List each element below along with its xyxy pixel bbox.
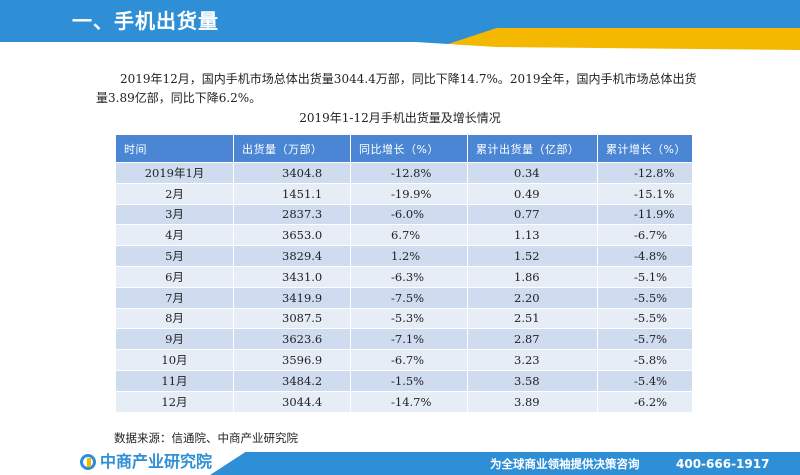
cell-cumulative-growth: -4.8% xyxy=(597,245,693,267)
cell-cumulative: 3.89 xyxy=(467,390,598,413)
cell-cumulative: 1.13 xyxy=(467,224,598,247)
cell-shipments: 3419.9 xyxy=(233,286,351,309)
cell-cumulative-growth: -5.5% xyxy=(597,286,693,309)
footer-phone: 400-666-1917 xyxy=(676,457,770,471)
cell-month: 12月 xyxy=(115,390,234,413)
col-header-cumulative-growth: 累计增长（%） xyxy=(597,134,693,163)
cell-yoy: -19.9% xyxy=(350,182,468,205)
cell-month: 10月 xyxy=(115,349,234,371)
cell-shipments: 3829.4 xyxy=(233,245,351,267)
cell-cumulative: 2.51 xyxy=(467,307,598,330)
cell-month: 3月 xyxy=(115,203,234,226)
cell-cumulative-growth: -5.7% xyxy=(597,328,693,351)
cell-shipments: 3653.0 xyxy=(233,224,351,247)
cell-shipments: 3596.9 xyxy=(233,349,351,371)
cell-cumulative: 1.86 xyxy=(467,265,598,288)
cell-month: 2月 xyxy=(115,182,234,205)
footer-slogan: 为全球商业领袖提供决策咨询 xyxy=(490,457,640,471)
logo-mark-icon xyxy=(80,454,96,470)
cell-month: 5月 xyxy=(115,245,234,267)
cell-cumulative: 2.87 xyxy=(467,328,598,351)
table-title: 2019年1-12月手机出货量及增长情况 xyxy=(299,111,501,125)
shipment-table: 时间 出货量（万部） 同比增长（%） 累计出货量（亿部） 累计增长（%） 201… xyxy=(115,134,693,413)
col-header-shipments: 出货量（万部） xyxy=(233,134,351,163)
table-row: 2月 1451.1 -19.9% 0.49 -15.1% xyxy=(115,182,693,205)
cell-month: 7月 xyxy=(115,286,234,309)
col-header-time: 时间 xyxy=(115,134,234,163)
cell-shipments: 3044.4 xyxy=(233,390,351,413)
cell-cumulative-growth: -5.1% xyxy=(597,265,693,288)
col-header-cumulative: 累计出货量（亿部） xyxy=(467,134,598,163)
cell-shipments: 3623.6 xyxy=(233,328,351,351)
cell-cumulative-growth: -5.5% xyxy=(597,307,693,330)
table-row: 7月 3419.9 -7.5% 2.20 -5.5% xyxy=(115,286,693,309)
cell-cumulative-growth: -11.9% xyxy=(597,203,693,226)
cell-cumulative-growth: -6.2% xyxy=(597,390,693,413)
cell-cumulative: 0.49 xyxy=(467,182,598,205)
table-row: 8月 3087.5 -5.3% 2.51 -5.5% xyxy=(115,307,693,330)
table-row: 12月 3044.4 -14.7% 3.89 -6.2% xyxy=(115,390,693,413)
table-header-row: 时间 出货量（万部） 同比增长（%） 累计出货量（亿部） 累计增长（%） xyxy=(115,134,693,163)
cell-yoy: -1.5% xyxy=(350,369,468,392)
cell-yoy: -6.3% xyxy=(350,265,468,288)
cell-cumulative: 2.20 xyxy=(467,286,598,309)
data-source: 数据来源：信通院、中商产业研究院 xyxy=(114,431,298,445)
cell-month: 9月 xyxy=(115,328,234,351)
cell-shipments: 3431.0 xyxy=(233,265,351,288)
cell-yoy: -12.8% xyxy=(350,162,468,184)
cell-shipments: 3484.2 xyxy=(233,369,351,392)
cell-cumulative-growth: -12.8% xyxy=(597,162,693,184)
cell-yoy: 1.2% xyxy=(350,245,468,267)
cell-cumulative: 1.52 xyxy=(467,245,598,267)
cell-yoy: -5.3% xyxy=(350,307,468,330)
cell-cumulative-growth: -15.1% xyxy=(597,182,693,205)
cell-yoy: 6.7% xyxy=(350,224,468,247)
cell-yoy: -7.1% xyxy=(350,328,468,351)
table-row: 3月 2837.3 -6.0% 0.77 -11.9% xyxy=(115,203,693,226)
table-row: 11月 3484.2 -1.5% 3.58 -5.4% xyxy=(115,369,693,392)
table-row: 4月 3653.0 6.7% 1.13 -6.7% xyxy=(115,224,693,247)
cell-cumulative: 0.77 xyxy=(467,203,598,226)
table-row: 10月 3596.9 -6.7% 3.23 -5.8% xyxy=(115,349,693,371)
cell-cumulative: 0.34 xyxy=(467,162,598,184)
cell-yoy: -6.7% xyxy=(350,349,468,371)
table-row: 2019年1月 3404.8 -12.8% 0.34 -12.8% xyxy=(115,162,693,184)
cell-yoy: -6.0% xyxy=(350,203,468,226)
footer-logo: 中商产业研究院 xyxy=(80,451,212,473)
cell-cumulative-growth: -5.4% xyxy=(597,369,693,392)
summary-paragraph: 2019年12月，国内手机市场总体出货量3044.4万部，同比下降14.7%。2… xyxy=(96,72,697,105)
cell-shipments: 3087.5 xyxy=(233,307,351,330)
cell-cumulative-growth: -5.8% xyxy=(597,349,693,371)
cell-yoy: -14.7% xyxy=(350,390,468,413)
table-row: 9月 3623.6 -7.1% 2.87 -5.7% xyxy=(115,328,693,351)
logo-text: 中商产业研究院 xyxy=(100,452,213,471)
col-header-yoy: 同比增长（%） xyxy=(350,134,468,163)
cell-cumulative-growth: -6.7% xyxy=(597,224,693,247)
cell-month: 8月 xyxy=(115,307,234,330)
header-accent-stripe xyxy=(430,28,800,50)
table-row: 5月 3829.4 1.2% 1.52 -4.8% xyxy=(115,245,693,267)
cell-yoy: -7.5% xyxy=(350,286,468,309)
cell-month: 6月 xyxy=(115,265,234,288)
cell-shipments: 2837.3 xyxy=(233,203,351,226)
table-row: 6月 3431.0 -6.3% 1.86 -5.1% xyxy=(115,265,693,288)
cell-cumulative: 3.58 xyxy=(467,369,598,392)
cell-cumulative: 3.23 xyxy=(467,349,598,371)
footer-band xyxy=(210,452,800,475)
cell-shipments: 1451.1 xyxy=(233,182,351,205)
cell-month: 11月 xyxy=(115,369,234,392)
cell-month: 2019年1月 xyxy=(115,162,234,184)
cell-month: 4月 xyxy=(115,224,234,247)
cell-shipments: 3404.8 xyxy=(233,162,351,184)
page-title: 一、手机出货量 xyxy=(72,9,219,33)
